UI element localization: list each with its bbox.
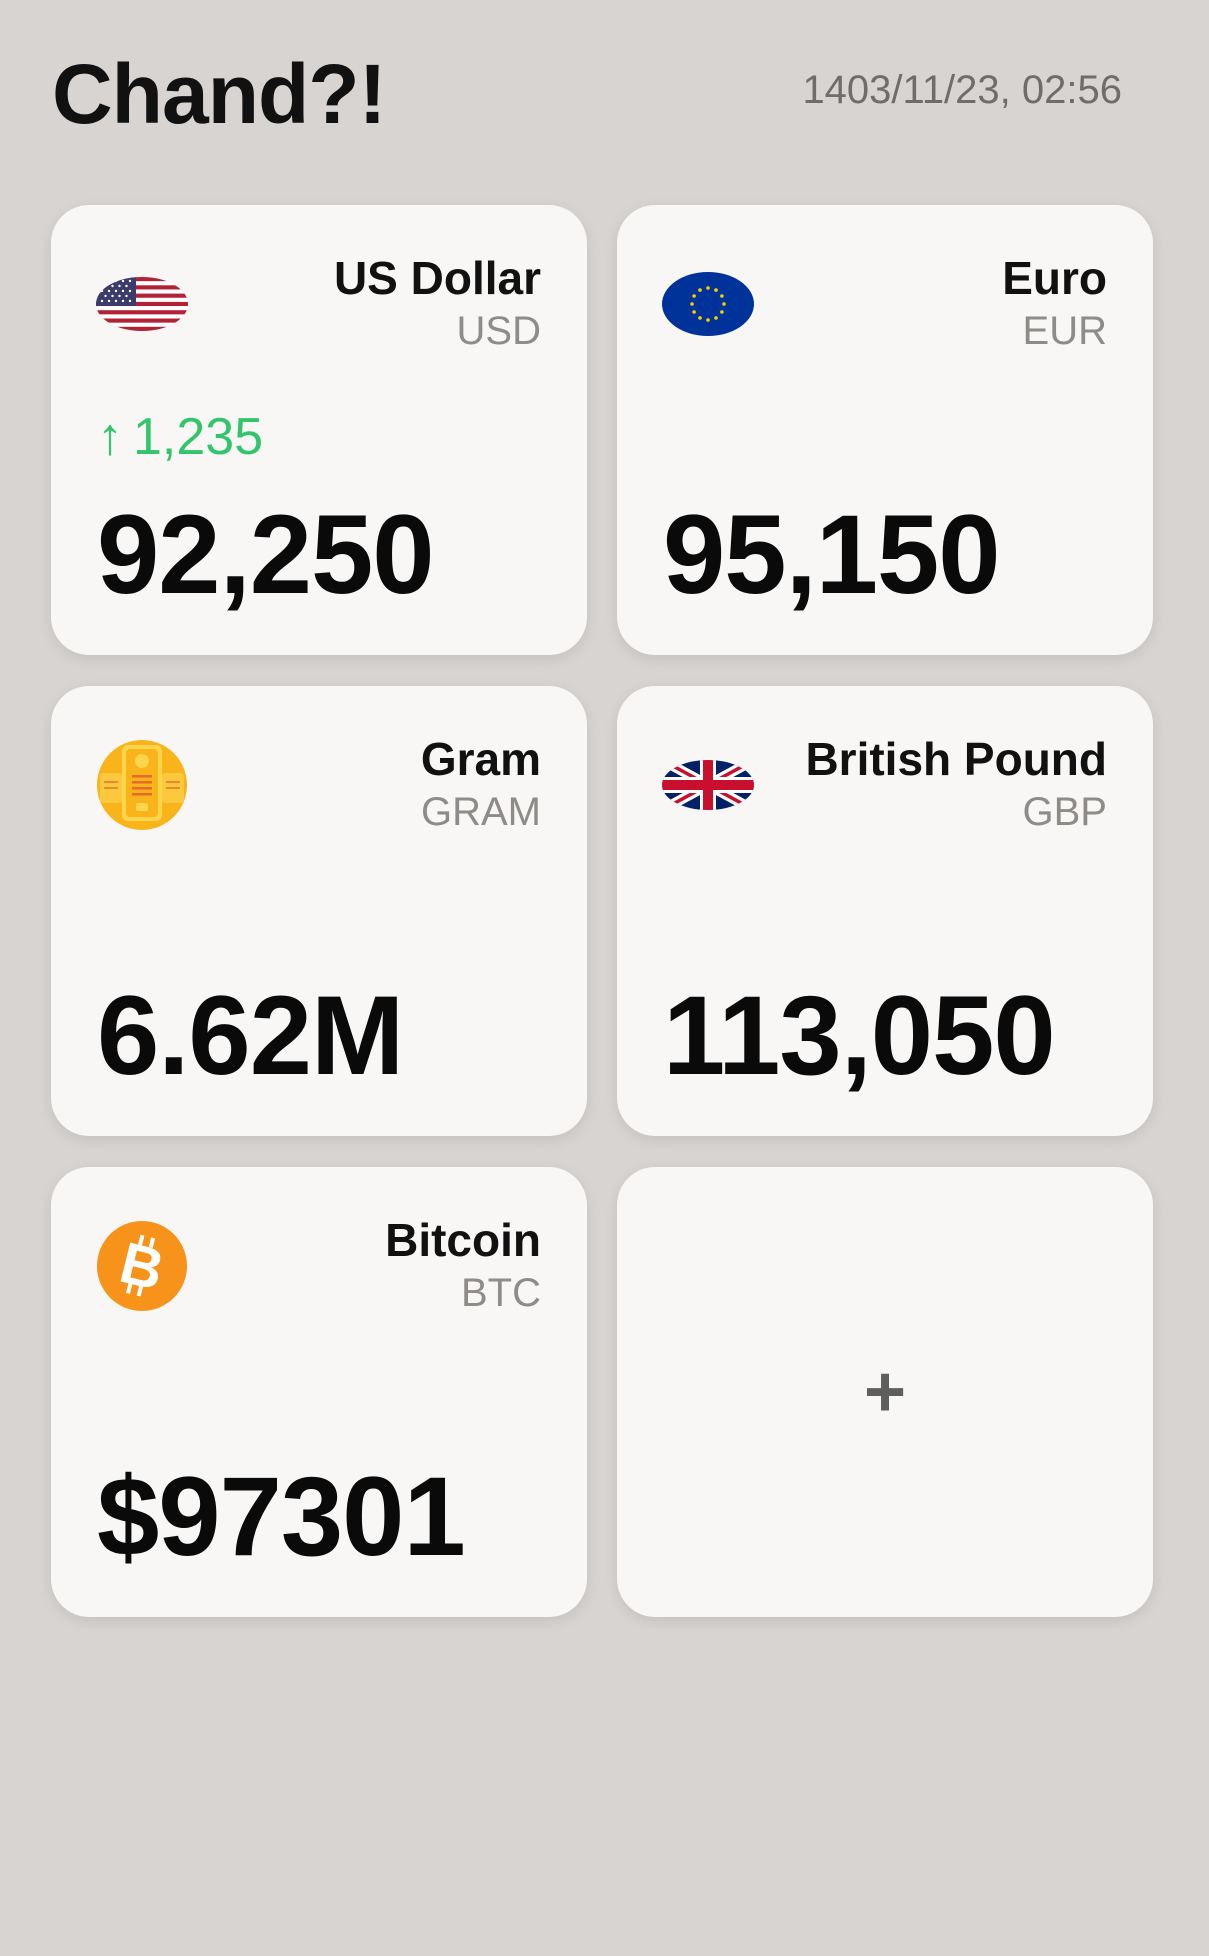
currency-name: British Pound [805, 733, 1107, 785]
currency-value: 95,150 [663, 492, 1001, 617]
currency-card-gram[interactable]: Gram GRAM 6.62M [51, 686, 587, 1136]
currency-card-btc[interactable]: B Bitcoin BTC $97301 [51, 1167, 587, 1617]
price-change-value: 1,235 [133, 408, 264, 466]
gold-bars-icon [96, 739, 188, 831]
currency-name: Euro [1002, 252, 1107, 304]
currency-value: 113,050 [663, 973, 1056, 1098]
uk-flag-icon [662, 739, 754, 831]
currency-name: Bitcoin [385, 1214, 541, 1266]
currency-code: GBP [1022, 790, 1107, 834]
currency-code: BTC [461, 1271, 541, 1315]
us-flag-icon [96, 258, 188, 350]
eu-flag-icon [662, 258, 754, 350]
currency-code: USD [456, 309, 541, 353]
last-updated-timestamp: 1403/11/23, 02:56 [802, 68, 1122, 112]
currency-code: GRAM [421, 790, 541, 834]
add-currency-button[interactable]: + [617, 1167, 1153, 1617]
currency-grid: US Dollar USD ↑ 1,235 92,250 [51, 205, 1153, 1617]
currency-card-usd[interactable]: US Dollar USD ↑ 1,235 92,250 [51, 205, 587, 655]
currency-value: $97301 [97, 1454, 466, 1579]
currency-code: EUR [1022, 309, 1107, 353]
app-title: Chand?! [52, 47, 387, 141]
currency-name: Gram [420, 733, 541, 785]
header: Chand?! 1403/11/23, 02:56 [52, 40, 1122, 150]
currency-card-eur[interactable]: Euro EUR 95,150 [617, 205, 1153, 655]
currency-name: US Dollar [333, 252, 541, 304]
currency-card-gbp[interactable]: British Pound GBP 113,050 [617, 686, 1153, 1136]
currency-value: 92,250 [97, 492, 435, 617]
bitcoin-icon: B [96, 1220, 188, 1312]
price-change: ↑ 1,235 [97, 407, 263, 467]
plus-icon: + [863, 1352, 907, 1432]
up-arrow-icon: ↑ [97, 408, 123, 466]
currency-value: 6.62M [97, 973, 404, 1098]
